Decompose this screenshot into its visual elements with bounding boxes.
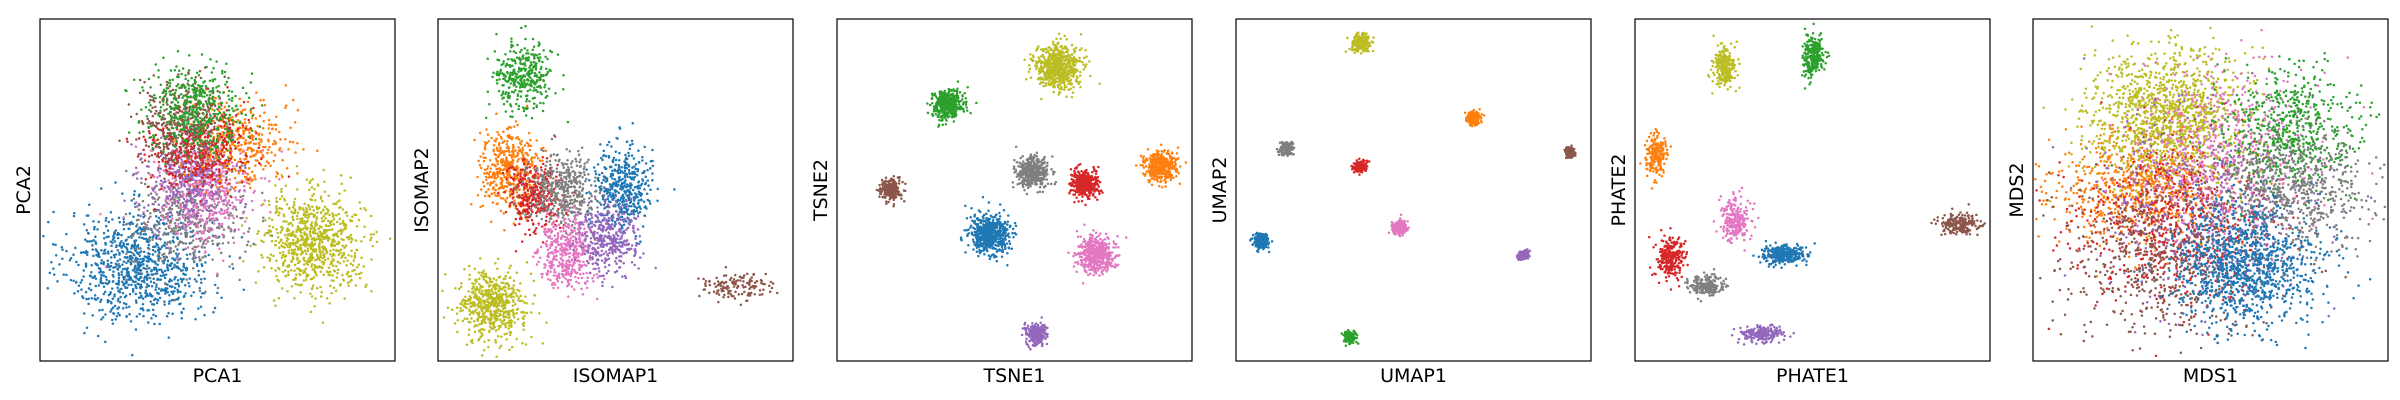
cluster-5-6 [1648, 227, 1689, 291]
cluster-3-4 [1011, 145, 1058, 196]
cluster-2-9 [697, 266, 779, 307]
cluster-6-7 [2188, 52, 2381, 252]
cluster-4-6 [1387, 213, 1410, 238]
cluster-4-7 [1249, 231, 1274, 254]
cluster-4-3 [1275, 140, 1296, 158]
cluster-3-9 [1020, 316, 1049, 351]
cluster-3-6 [875, 174, 907, 208]
y-axis-label-pca: PCA2 [13, 165, 35, 215]
y-axis-label-mds: MDS2 [2006, 162, 2028, 217]
cluster-5-1 [1800, 22, 1831, 90]
cluster-2-5 [585, 121, 676, 248]
x-axis-label-mds: MDS1 [2183, 365, 2238, 387]
cluster-4-1 [1344, 31, 1375, 55]
subplot-umap: UMAP1 UMAP2 [1209, 18, 1592, 387]
y-axis-label-isomap: ISOMAP2 [411, 147, 433, 233]
cluster-5-3 [1639, 127, 1672, 190]
subplot-isomap: ISOMAP1 ISOMAP2 [411, 18, 794, 387]
cluster-3-7 [959, 195, 1018, 267]
y-axis-label-phate: PHATE2 [1608, 154, 1630, 227]
cluster-3-3 [1135, 143, 1188, 189]
cluster-4-5 [1563, 144, 1577, 160]
x-axis-label-umap: UMAP1 [1380, 365, 1447, 387]
x-axis-label-phate: PHATE1 [1776, 365, 1849, 387]
subplot-tsne: TSNE1 TSNE2 [810, 18, 1193, 387]
cluster-4-4 [1350, 157, 1371, 176]
cluster-1-8 [124, 49, 264, 166]
cluster-6-4 [2039, 108, 2347, 355]
cluster-6-8 [2171, 105, 2387, 278]
cluster-1-5 [155, 84, 319, 194]
x-axis-label-pca: PCA1 [193, 365, 243, 387]
plot-frame-phate [1634, 18, 1991, 362]
cluster-6-9 [2136, 160, 2372, 350]
scatter-points-umap [1249, 31, 1577, 347]
x-axis-label-isomap: ISOMAP1 [573, 365, 659, 387]
cluster-5-8 [1730, 323, 1795, 346]
subplot-pca: PCA1 PCA2 [13, 18, 396, 387]
cluster-2-6 [532, 198, 612, 301]
cluster-5-5 [1752, 239, 1816, 270]
subplot-phate: PHATE1 PHATE2 [1608, 18, 1991, 387]
cluster-4-8 [1515, 248, 1531, 262]
cluster-3-2 [926, 80, 978, 128]
cluster-1-9 [238, 165, 392, 324]
cluster-2-8 [441, 257, 548, 359]
cluster-2-1 [484, 24, 570, 124]
scatter-points-phate [1639, 22, 1986, 346]
scatter-points-mds [2034, 25, 2387, 358]
scatter-points-isomap [441, 24, 779, 359]
cluster-1-4 [123, 107, 247, 256]
cluster-5-4 [1712, 186, 1760, 252]
cluster-2-4 [509, 134, 616, 239]
cluster-3-8 [1067, 223, 1128, 285]
cluster-4-9 [1340, 328, 1360, 347]
subplot-mds: MDS1 MDS2 [2006, 18, 2389, 387]
cluster-3-5 [1068, 162, 1104, 207]
scatter-points-tsne [875, 32, 1188, 351]
cluster-5-7 [1684, 267, 1730, 303]
y-axis-label-tsne: TSNE2 [810, 159, 832, 222]
cluster-3-1 [1023, 32, 1101, 101]
cluster-6-5 [2051, 57, 2373, 337]
cluster-5-9 [1930, 203, 1986, 237]
scatter-points-pca [42, 49, 392, 357]
cluster-5-2 [1707, 34, 1741, 95]
cluster-1-7 [118, 66, 234, 180]
plot-frame-umap [1235, 18, 1592, 362]
cluster-4-2 [1463, 108, 1486, 128]
cluster-2-7 [569, 186, 657, 289]
cluster-1-3 [99, 97, 283, 275]
y-axis-label-umap: UMAP2 [1209, 157, 1231, 224]
x-axis-label-tsne: TSNE1 [983, 365, 1046, 387]
